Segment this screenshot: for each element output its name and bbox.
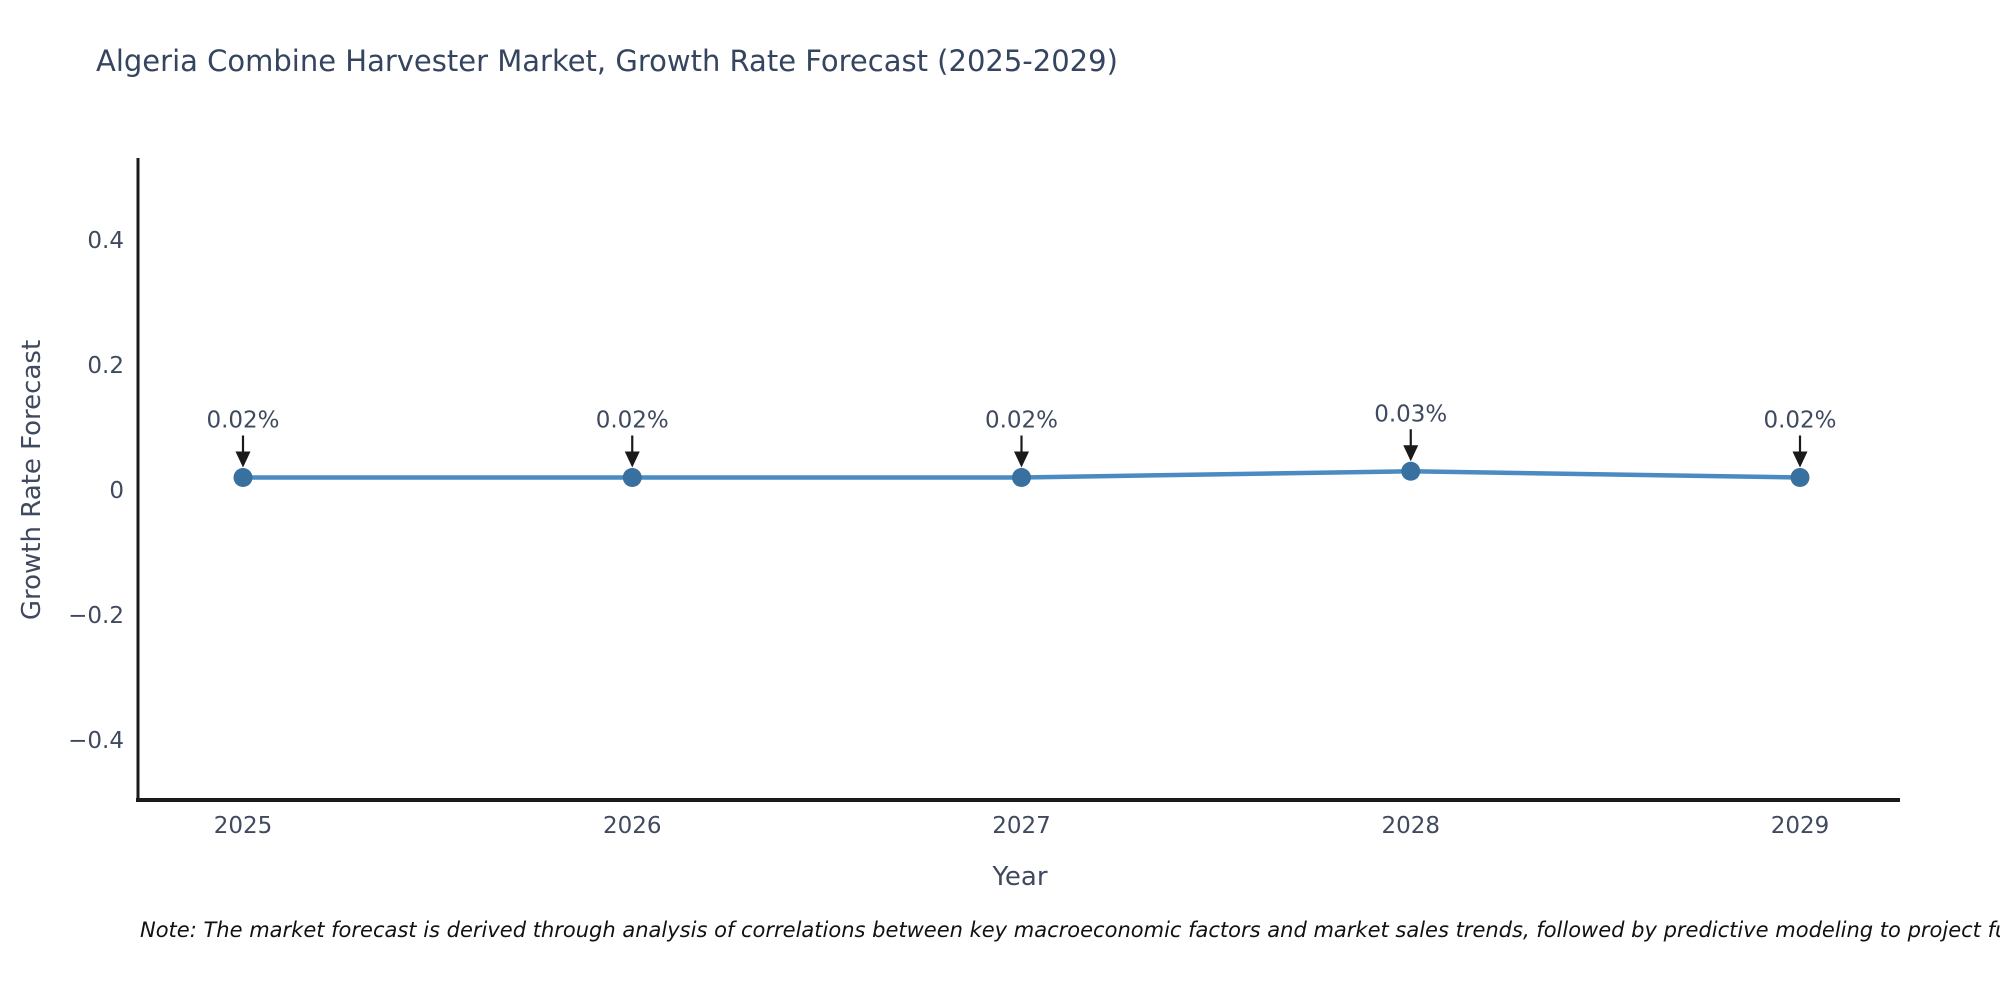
annotation-label: 0.02% [596,408,669,434]
data-point-marker [1790,468,1810,487]
x-tick-label: 2029 [1771,813,1830,839]
data-point-marker [1012,468,1031,487]
data-point-marker [622,468,642,487]
y-tick-label: 0 [109,478,124,504]
annotation-label: 0.03% [1374,401,1447,427]
data-point-marker [233,468,253,487]
y-tick-label: −0.2 [68,603,124,629]
y-tick-label: −0.4 [68,728,124,754]
y-tick-label: 0.2 [87,353,124,379]
x-tick-label: 2026 [603,813,662,839]
data-point-marker [1401,461,1421,481]
x-tick-label: 2025 [214,813,273,839]
y-tick-label: 0.4 [87,228,124,254]
annotation-arrowhead [235,451,251,468]
annotation-arrowhead [1792,451,1808,468]
annotation-arrowhead [1403,445,1419,462]
annotation-label: 0.02% [206,408,279,434]
annotation-label: 0.02% [1763,408,1836,434]
x-tick-label: 2027 [992,813,1051,839]
x-axis-title: Year [992,862,1048,892]
footnote: Note: The market forecast is derived thr… [140,918,2000,942]
annotation-arrowhead [1014,451,1029,468]
x-tick-label: 2028 [1381,813,1440,839]
annotation-arrowhead [624,451,640,468]
chart-title: Algeria Combine Harvester Market, Growth… [96,44,1118,78]
annotation-label: 0.02% [985,408,1058,434]
